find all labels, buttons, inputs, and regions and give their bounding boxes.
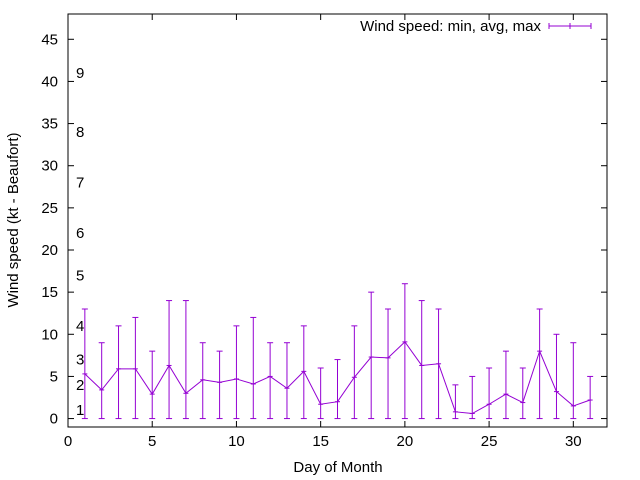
error-bar-day-30 [570,342,577,420]
error-bar-day-8 [199,342,206,420]
error-bar-day-31 [587,375,594,420]
error-bar-day-28 [536,308,543,420]
x-tick-label: 20 [397,433,414,450]
error-bar-day-27 [519,367,526,420]
beaufort-scale-labels: 1 2 3 4 5 6 7 8 9 [76,65,84,419]
error-bar-day-5 [149,350,156,420]
y-tick-label: 45 [41,31,58,48]
error-bar-day-11 [250,316,257,420]
error-bar-day-25 [486,367,493,420]
error-bar-day-15 [317,367,324,420]
error-bar-day-21 [418,300,425,420]
error-bar-day-9 [216,350,223,420]
x-tick-label: 0 [64,433,72,450]
x-tick-label: 30 [565,433,582,450]
error-bar-day-2 [98,342,105,420]
error-bar-day-26 [502,350,509,420]
y-tick-label: 0 [50,411,58,428]
beaufort-label: 2 [76,377,84,394]
x-tick-label: 25 [481,433,498,450]
x-axis-label: Day of Month [293,459,382,476]
error-bar-day-7 [182,300,189,420]
y-tick-label: 25 [41,200,58,217]
beaufort-label: 4 [76,318,84,335]
error-bar-day-6 [166,300,173,420]
y-tick-label: 40 [41,73,58,90]
beaufort-label: 8 [76,124,84,141]
error-bar-day-4 [132,316,139,420]
y-axis-label: Wind speed (kt - Beaufort) [5,132,22,307]
beaufort-label: 7 [76,175,84,192]
error-bar-day-29 [553,333,560,420]
legend: Wind speed: min, avg, max [360,18,592,35]
error-bar-day-18 [368,291,375,420]
beaufort-label: 9 [76,65,84,82]
y-tick-label: 20 [41,242,58,259]
y-tick-label: 5 [50,368,58,385]
x-tick-label: 5 [148,433,156,450]
plot-border [67,13,608,428]
x-tick-label: 10 [228,433,245,450]
y-tick-label: 15 [41,284,58,301]
error-bar-day-19 [385,308,392,420]
error-bar-day-17 [351,325,358,420]
beaufort-label: 3 [76,352,84,369]
beaufort-label: 6 [76,225,84,242]
error-bar-day-12 [267,342,274,420]
beaufort-label: 5 [76,267,84,284]
error-bar-day-16 [334,359,341,420]
x-tick-label: 15 [312,433,329,450]
error-bar-day-23 [452,384,459,420]
y-tick-label: 10 [41,326,58,343]
series-wind-speed [81,283,594,420]
error-bar-day-13 [283,342,290,420]
y-tick-label: 30 [41,158,58,175]
error-bar-day-1 [81,308,88,420]
error-bar-day-10 [233,325,240,420]
error-bar-day-22 [435,308,442,420]
legend-label: Wind speed: min, avg, max [360,18,541,35]
beaufort-label: 1 [76,402,84,419]
y-tick-label: 35 [41,116,58,133]
error-bar-day-3 [115,325,122,420]
error-bar-day-20 [401,283,408,420]
error-bar-day-14 [300,325,307,420]
error-bar-day-24 [469,375,476,420]
